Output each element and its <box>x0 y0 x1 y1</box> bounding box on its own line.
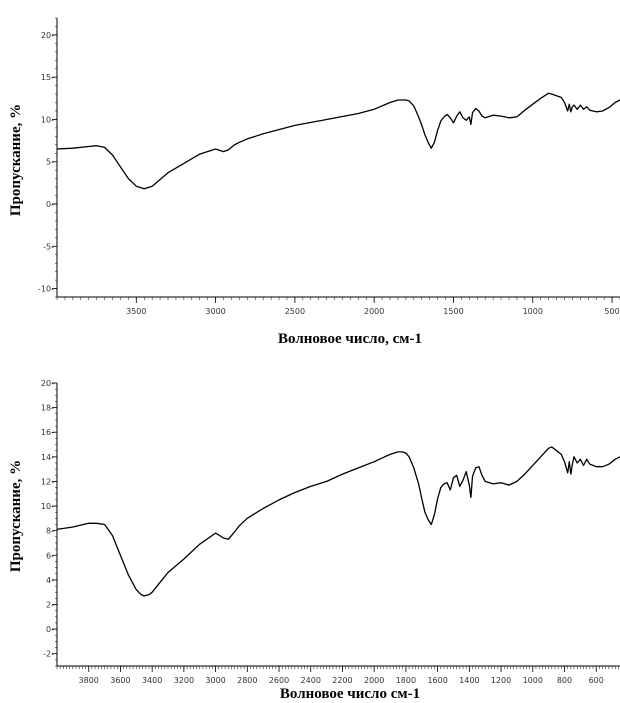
x-tick-label: 3000 <box>205 307 225 316</box>
y-tick-label: -2- <box>43 650 54 659</box>
x-tick-label: 2200 <box>332 676 352 685</box>
x-tick-label: 2600 <box>269 676 289 685</box>
y-axis-title: Пропускание, % <box>8 104 24 216</box>
y-tick-label: 4- <box>46 576 54 585</box>
x-tick-label: 3200 <box>174 676 194 685</box>
x-tick-label: 3800 <box>79 676 99 685</box>
y-tick-label: 0- <box>46 625 54 634</box>
y-tick-label: 10- <box>41 502 54 511</box>
x-tick-label: 500 <box>604 307 619 316</box>
y-tick-label: 16- <box>41 428 54 437</box>
x-tick-label: 2500 <box>285 307 305 316</box>
x-tick-label: 1000 <box>523 307 543 316</box>
y-tick-label: 8- <box>46 527 54 536</box>
x-tick-label: 1500 <box>443 307 463 316</box>
y-tick-label: 14- <box>41 453 54 462</box>
plot-area <box>57 383 620 666</box>
x-tick-label: 1400 <box>459 676 479 685</box>
y-tick-label: -10- <box>38 285 54 294</box>
x-tick-label: 2400 <box>301 676 321 685</box>
y-tick-label: 18- <box>41 404 54 413</box>
x-tick-label: 3400 <box>142 676 162 685</box>
x-tick-label: 3500 <box>126 307 146 316</box>
y-tick-label: 10- <box>41 115 54 124</box>
x-tick-label: 3000 <box>205 676 225 685</box>
x-tick-label: 1200 <box>491 676 511 685</box>
y-tick-label: 0- <box>46 200 54 209</box>
x-axis-title: Волновое число, см-1 <box>278 331 422 347</box>
y-tick-label: 15- <box>41 73 54 82</box>
x-tick-label: 2000 <box>364 676 384 685</box>
x-tick-label: 2800 <box>237 676 257 685</box>
chart-panel-1: 3500 3000 2500 2000 1500 1000 500 20- 15- 10- 5- 0-… <box>8 17 620 347</box>
spectrum-line <box>56 446 620 597</box>
y-axis-title: Пропускание, % <box>8 460 24 572</box>
x-tick-label: 600 <box>589 676 604 685</box>
y-tick-label: 12- <box>41 477 54 486</box>
x-axis-title: Волновое число см-1 <box>280 686 420 702</box>
plot-area <box>57 18 620 297</box>
y-tick-label: 20- <box>41 379 54 388</box>
x-tick-label: 1000 <box>523 676 543 685</box>
x-tick-label: 1600 <box>427 676 447 685</box>
y-tick-label: 20- <box>41 31 54 40</box>
x-tick-label: 800 <box>557 676 572 685</box>
x-tick-label: 1800 <box>396 676 416 685</box>
y-tick-label: -5- <box>43 242 54 251</box>
x-tick-label: 2000 <box>364 307 384 316</box>
y-tick-label: 5- <box>46 158 54 167</box>
chart-panel-2: 3800 3600 3400 3200 3000 2800 2600 2400 2200 2000… <box>8 379 620 702</box>
spectrum-line <box>56 92 620 190</box>
y-tick-label: 2- <box>46 600 54 609</box>
y-tick-label: 6- <box>46 551 54 560</box>
x-tick-label: 3600 <box>110 676 130 685</box>
